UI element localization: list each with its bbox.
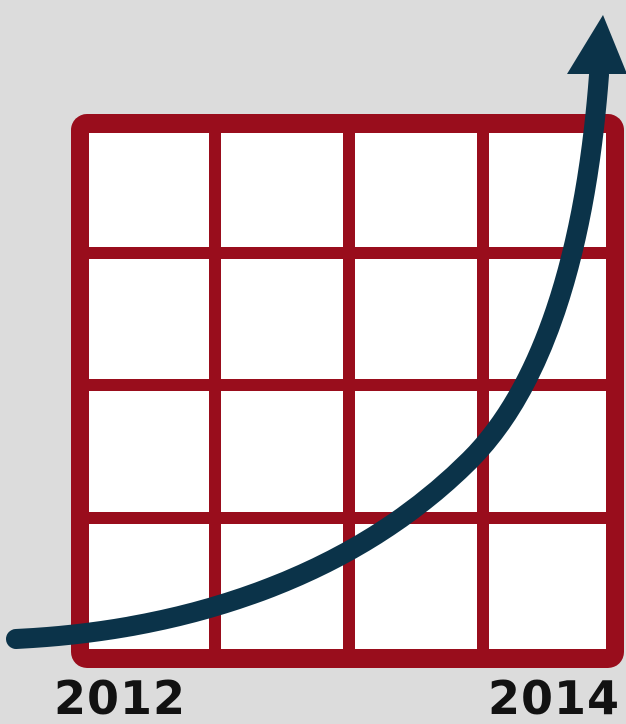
arrow-curve xyxy=(6,65,609,649)
grid-cell xyxy=(355,133,477,247)
arrow-head xyxy=(567,15,626,74)
grid-cell xyxy=(489,524,606,649)
grid-cell xyxy=(89,391,209,512)
upward-growth-arrow-icon xyxy=(6,15,626,649)
grid-frame xyxy=(71,114,624,668)
grid-cell xyxy=(221,391,343,512)
end-year-label: 2014 xyxy=(487,671,620,724)
grid-cell xyxy=(89,259,209,379)
grid-cell xyxy=(221,259,343,379)
start-year-label: 2012 xyxy=(54,671,187,724)
grid-cell xyxy=(355,259,477,379)
grid-cell xyxy=(89,133,209,247)
grid-cell xyxy=(221,133,343,247)
grid-cell xyxy=(355,391,477,512)
